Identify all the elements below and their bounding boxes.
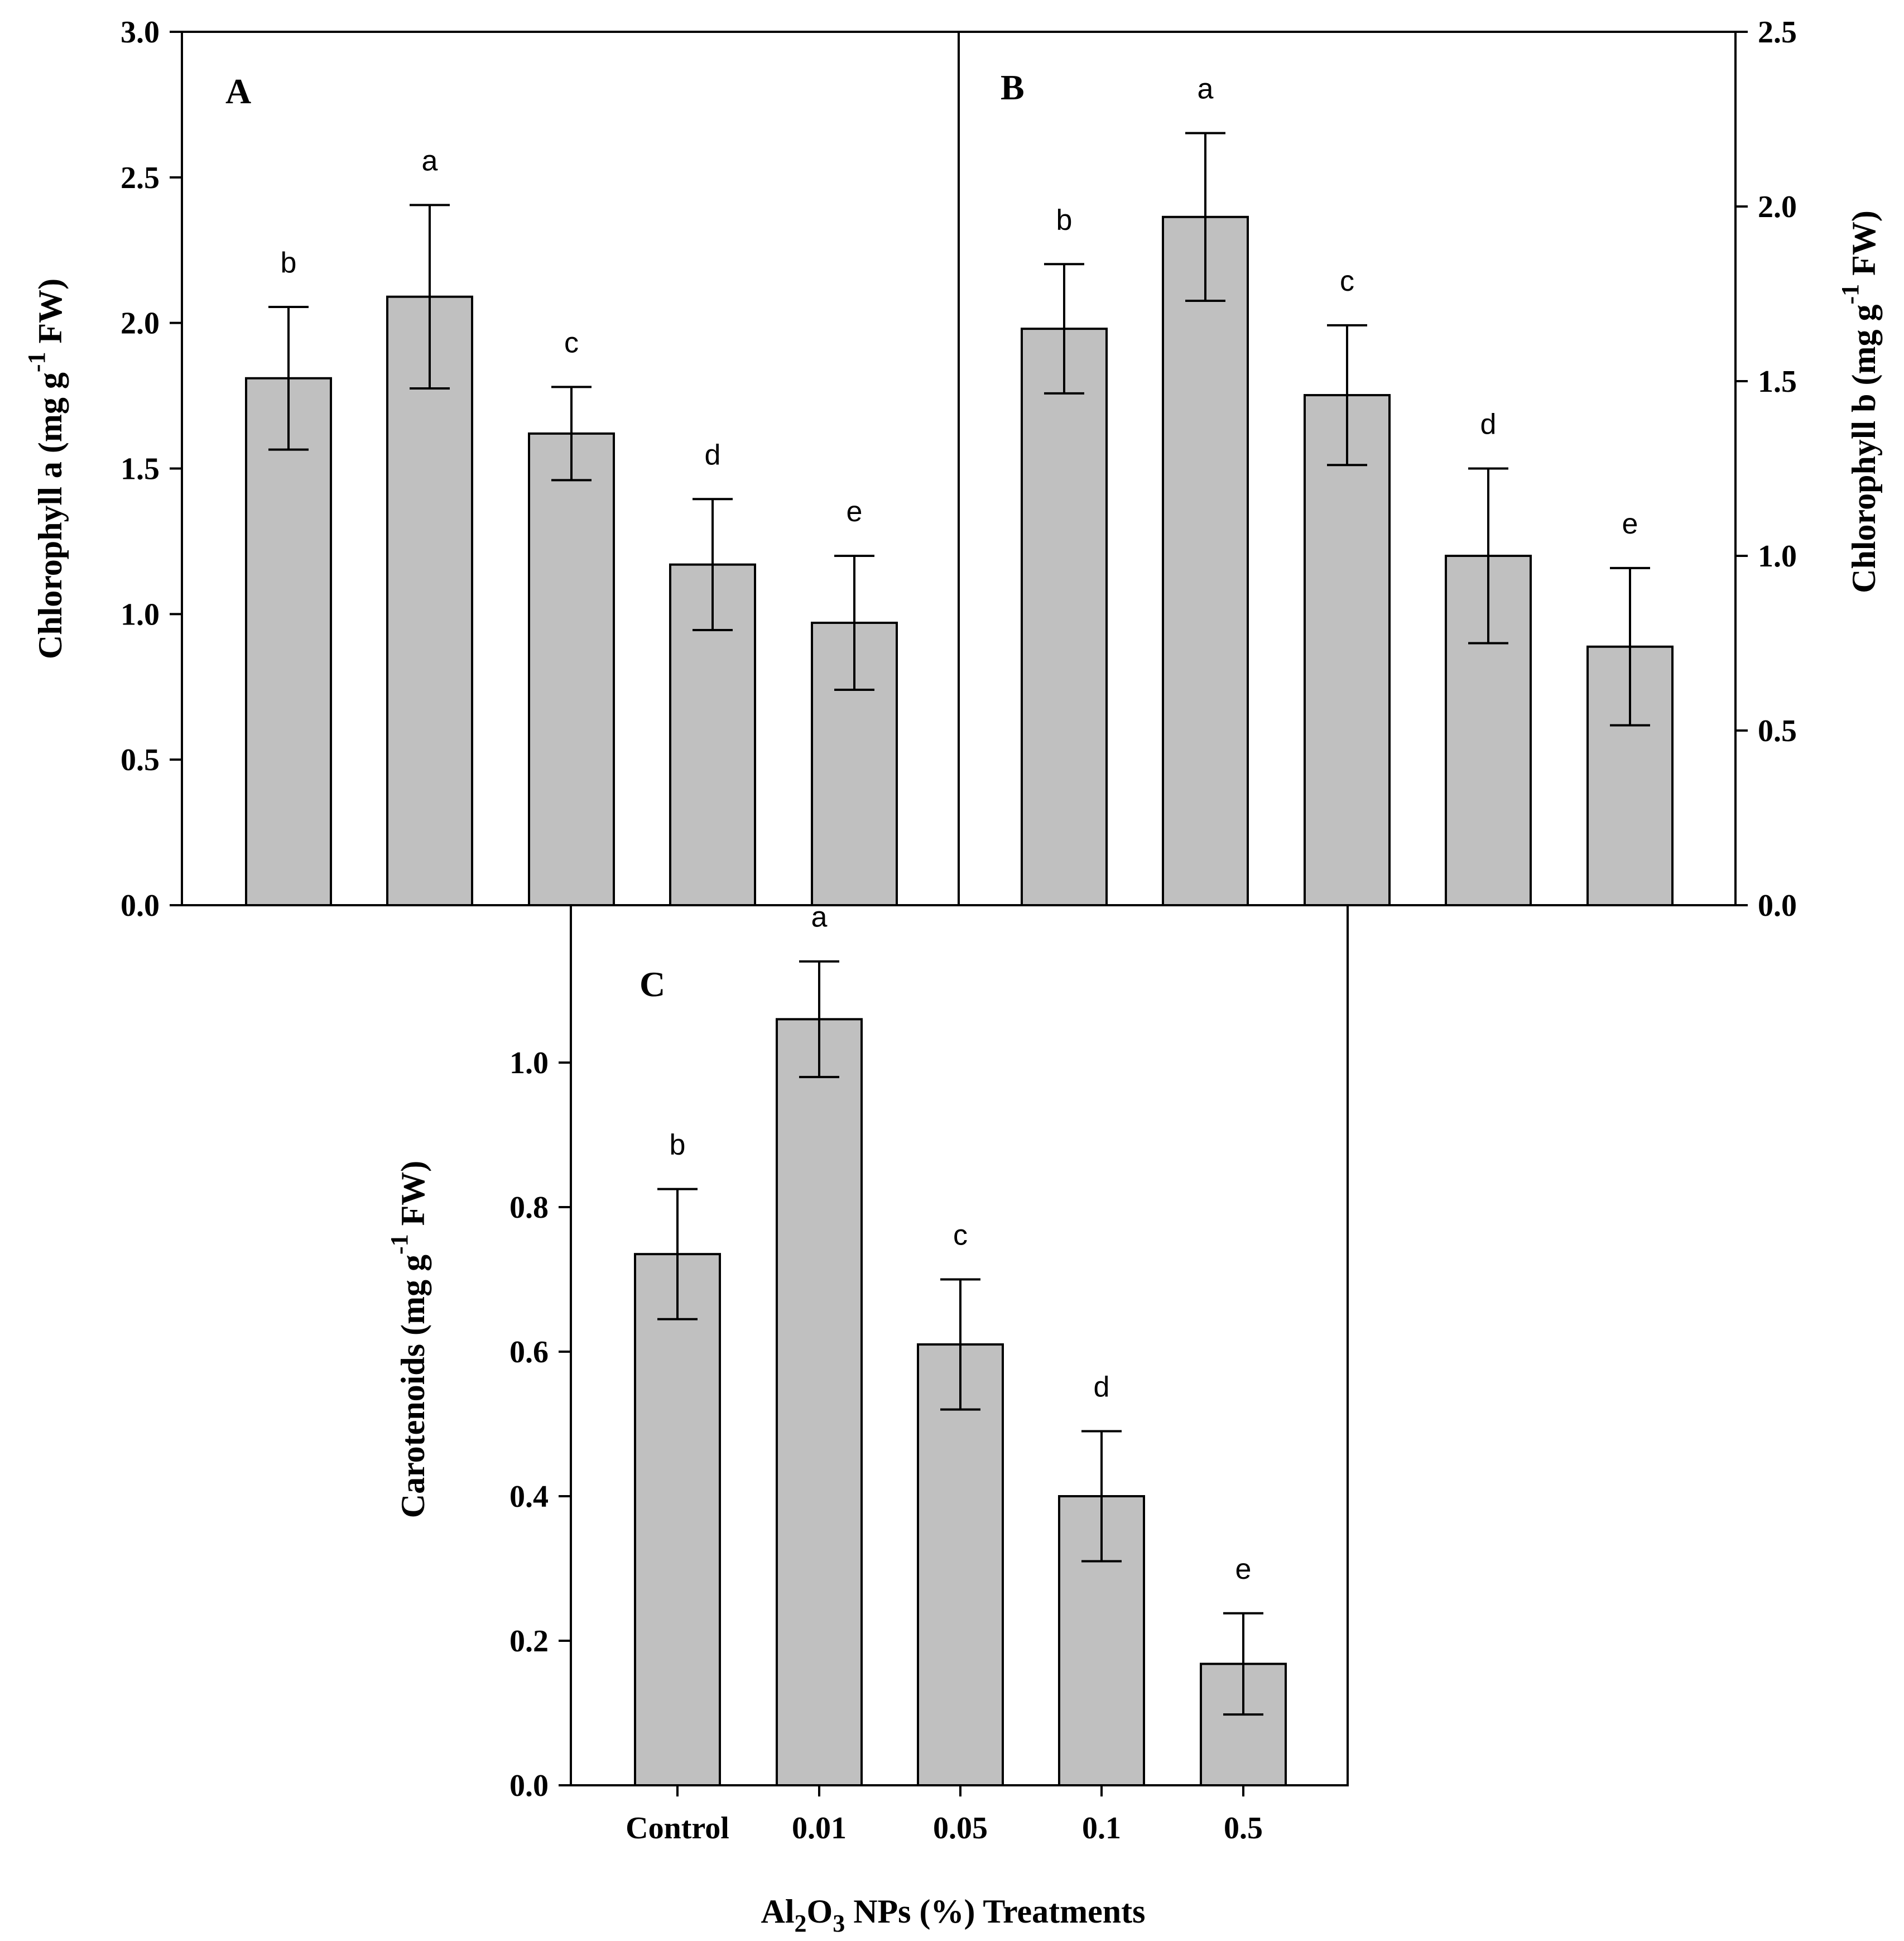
y-tick-label: 2.0 — [1758, 190, 1797, 224]
x-tick-label: 0.1 — [1082, 1811, 1121, 1846]
y-tick-label: 0.2 — [509, 1624, 549, 1659]
bar-0.05 — [917, 1343, 1004, 1787]
significance-letter: d — [705, 439, 721, 471]
significance-letter: a — [811, 901, 828, 934]
y-tick-label: 0.4 — [509, 1479, 549, 1514]
x-tick-label: 0.01 — [792, 1811, 847, 1846]
panel-c-x-ticks: Control 0.01 0.05 0.1 0.5 — [626, 1785, 1263, 1846]
y-tick-label: 0.6 — [509, 1335, 549, 1370]
panel-a-y-axis-label: Chlorophyll a (mg g-1 FW) — [23, 278, 69, 659]
significance-letter: e — [847, 496, 863, 528]
y-tick-label: 2.0 — [121, 306, 160, 341]
panel-b-chlorophyll-b: 0.0 0.5 1.0 1.5 2.0 2.5 b a c d e B Chlorophyll b… — [958, 15, 1882, 923]
panel-a-letter: A — [225, 71, 251, 111]
significance-letter: e — [1235, 1553, 1252, 1586]
panel-c-y-ticks: 0.0 0.2 0.4 0.6 0.8 1.0 — [509, 1046, 571, 1803]
y-tick-label: 0.8 — [509, 1190, 549, 1225]
y-tick-label: 0.0 — [121, 888, 160, 923]
panel-b-y-ticks: 0.0 0.5 1.0 1.5 2.0 2.5 — [1735, 15, 1797, 923]
y-tick-label: 0.0 — [1758, 888, 1797, 923]
significance-letter: a — [1198, 73, 1214, 105]
significance-letter: b — [281, 247, 297, 279]
y-tick-label: 1.0 — [1758, 539, 1797, 574]
bar-Control — [634, 1253, 721, 1787]
panel-c-letter: C — [640, 964, 665, 1004]
y-tick-label: 1.5 — [1758, 364, 1797, 399]
panel-b-letter: B — [1001, 68, 1025, 107]
y-tick-label: 2.5 — [1758, 15, 1797, 50]
x-tick-label: 0.05 — [933, 1811, 988, 1846]
bar-Control — [245, 377, 332, 906]
panel-b-bars: b a c d e — [1021, 73, 1674, 906]
y-tick-label: 0.5 — [1758, 714, 1797, 748]
x-tick-label: Control — [626, 1811, 729, 1846]
significance-letter: e — [1622, 508, 1638, 540]
x-tick-label: 0.5 — [1224, 1811, 1263, 1846]
significance-letter: b — [1056, 204, 1073, 236]
significance-letter: c — [1340, 265, 1354, 297]
significance-letter: b — [670, 1129, 686, 1161]
y-tick-label: 1.5 — [121, 452, 160, 487]
y-tick-label: 3.0 — [121, 15, 160, 50]
significance-letter: a — [422, 145, 438, 177]
bar-0.01 — [1162, 215, 1249, 906]
significance-letter: d — [1094, 1371, 1110, 1403]
y-tick-label: 0.0 — [509, 1769, 549, 1803]
bar-Control — [1021, 328, 1108, 906]
panel-a-chlorophyll-a: 0.0 0.5 1.0 1.5 2.0 2.5 3.0 b a c d e A Chlorophyl… — [23, 15, 960, 923]
y-tick-label: 1.0 — [509, 1046, 549, 1080]
panel-a-bars: b a c d e — [245, 145, 898, 906]
significance-letter: c — [564, 326, 579, 359]
panel-a-y-ticks: 0.0 0.5 1.0 1.5 2.0 2.5 3.0 — [121, 15, 182, 923]
significance-letter: c — [953, 1219, 968, 1252]
y-tick-label: 2.5 — [121, 161, 160, 195]
y-tick-label: 1.0 — [121, 597, 160, 632]
bar-0.01 — [776, 1018, 863, 1786]
bar-0.01 — [386, 295, 473, 906]
panel-c-y-axis-label: Carotenoids (mg g-1 FW) — [386, 1161, 431, 1519]
significance-letter: d — [1480, 409, 1497, 441]
panel-c-x-axis-label: Al2O3 NPs (%) Treatments — [761, 1893, 1146, 1937]
panel-b-y-axis-label: Chlorophyll b (mg g-1 FW) — [1836, 210, 1882, 593]
panel-c-carotenoids: 0.0 0.2 0.4 0.6 0.8 1.0 b a c d e Control 0.01 0.05… — [386, 901, 1349, 1937]
y-tick-label: 0.5 — [121, 743, 160, 777]
bar-0.05 — [1304, 394, 1391, 906]
bar-0.05 — [528, 432, 615, 906]
panel-c-bars: b a c d e — [634, 901, 1287, 1787]
